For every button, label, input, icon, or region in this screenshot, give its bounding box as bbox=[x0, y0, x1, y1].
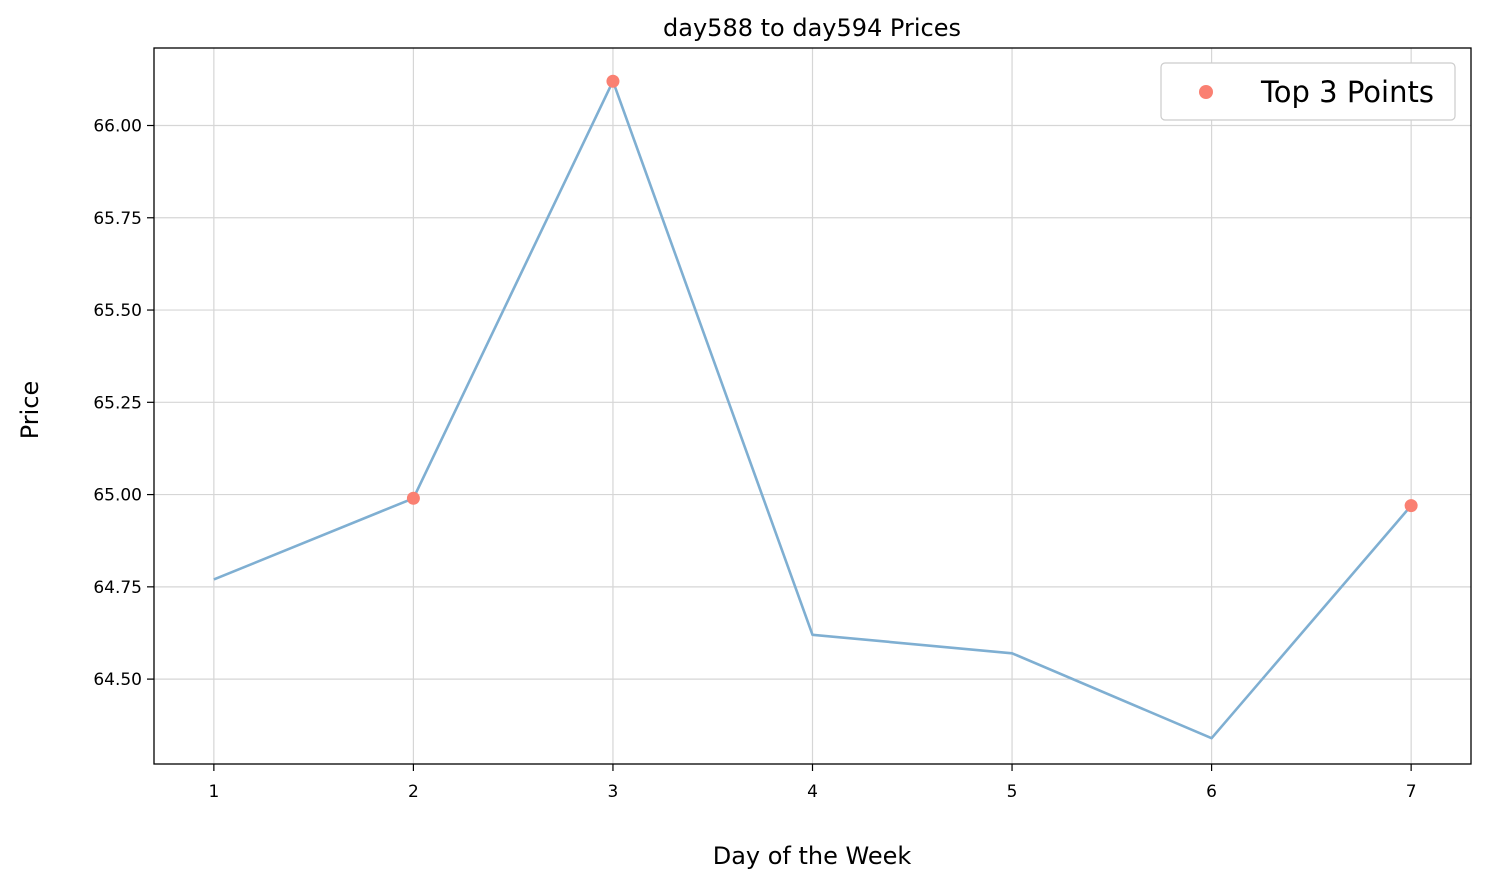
x-tick-label: 6 bbox=[1206, 782, 1217, 802]
legend-label: Top 3 Points bbox=[1260, 75, 1434, 109]
y-tick-label: 65.75 bbox=[93, 209, 142, 229]
x-tick-label: 1 bbox=[208, 782, 219, 802]
x-tick-label: 7 bbox=[1406, 782, 1417, 802]
y-tick-label: 65.00 bbox=[93, 486, 142, 506]
top-point-marker bbox=[407, 492, 420, 505]
x-axis-label: Day of the Week bbox=[713, 842, 912, 870]
x-tick-label: 2 bbox=[408, 782, 419, 802]
x-tick-label: 4 bbox=[807, 782, 818, 802]
chart-title: day588 to day594 Prices bbox=[663, 14, 961, 42]
y-tick-label: 66.00 bbox=[93, 117, 142, 137]
y-tick-label: 65.25 bbox=[93, 393, 142, 413]
top-point-marker bbox=[1405, 499, 1418, 512]
x-tick-label: 5 bbox=[1007, 782, 1018, 802]
y-tick-label: 64.75 bbox=[93, 578, 142, 598]
legend-marker bbox=[1199, 85, 1213, 99]
y-tick-label: 65.50 bbox=[93, 301, 142, 321]
y-axis-label: Price bbox=[16, 381, 44, 440]
y-tick-label: 64.50 bbox=[93, 670, 142, 690]
x-tick-label: 3 bbox=[608, 782, 619, 802]
legend: Top 3 Points bbox=[1161, 63, 1455, 120]
top-point-marker bbox=[606, 75, 619, 88]
